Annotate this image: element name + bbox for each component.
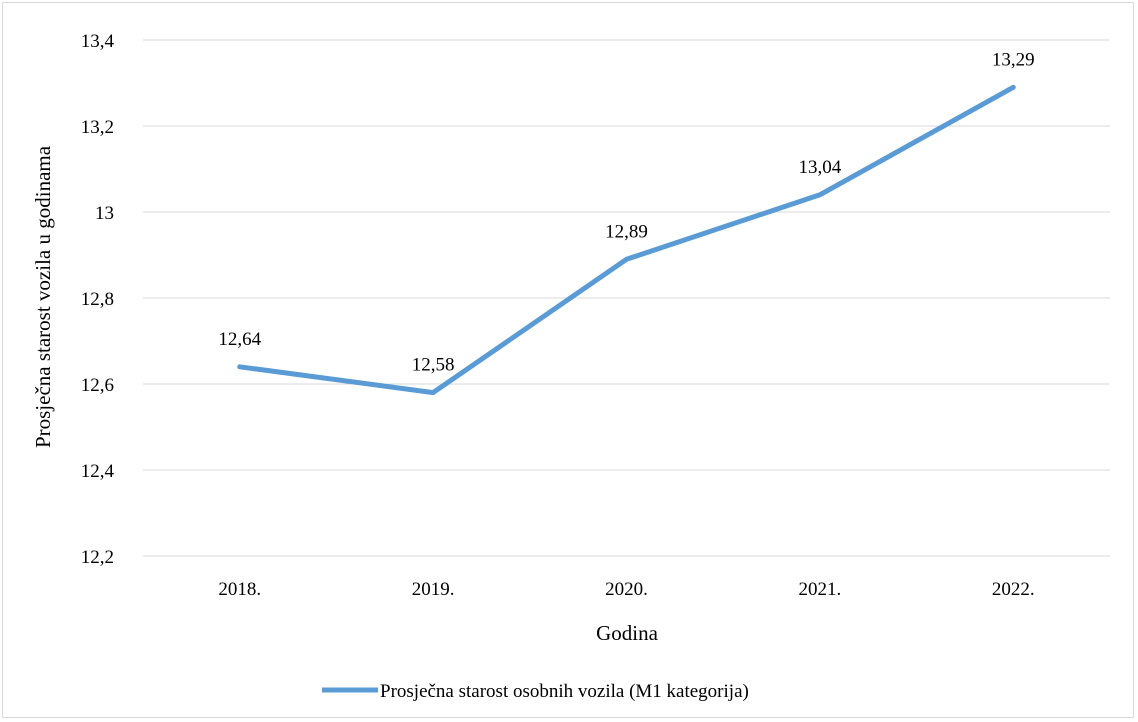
data-label: 12,58: [412, 355, 455, 376]
data-label: 12,89: [605, 221, 648, 242]
x-tick-label: 2021.: [799, 579, 842, 600]
x-tick-label: 2022.: [992, 579, 1035, 600]
y-axis-title: Prosječna starost vozila u godinama: [31, 145, 55, 448]
x-tick-label: 2018.: [218, 579, 261, 600]
y-tick-label: 12,4: [81, 461, 115, 482]
x-tick-label: 2019.: [412, 579, 455, 600]
data-label: 13,04: [799, 157, 842, 178]
y-axis-ticks: 12,2 12,4 12,6 12,8 13 13,2 13,4: [81, 31, 115, 568]
x-axis-ticks: 2018. 2019. 2020. 2021. 2022.: [218, 579, 1034, 600]
legend-label: Prosječna starost osobnih vozila (M1 kat…: [380, 681, 749, 702]
y-tick-label: 12,8: [81, 289, 114, 310]
gridlines: [143, 39, 1110, 557]
series-line: [237, 84, 1016, 396]
y-tick-label: 13,2: [81, 117, 114, 138]
x-axis-title: Godina: [596, 621, 659, 645]
data-label: 12,64: [218, 329, 261, 350]
y-tick-label: 13,4: [81, 31, 115, 52]
x-tick-label: 2020.: [605, 579, 648, 600]
data-labels: 12,64 12,58 12,89 13,04 13,29: [218, 49, 1034, 375]
y-tick-label: 12,2: [81, 547, 114, 568]
y-tick-label: 12,6: [81, 375, 114, 396]
legend: Prosječna starost osobnih vozila (M1 kat…: [322, 681, 749, 702]
y-tick-label: 13: [95, 203, 114, 224]
data-label: 13,29: [992, 49, 1035, 70]
